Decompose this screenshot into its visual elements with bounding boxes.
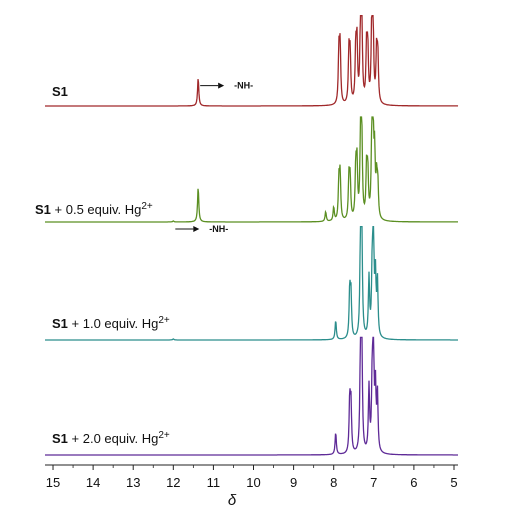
series-label-3: S1 + 1.0 equiv. Hg2+ <box>52 315 170 331</box>
x-tick-label-6: 6 <box>410 475 417 490</box>
nh-annotation-1: -NH- <box>234 81 253 91</box>
x-tick-label-11: 11 <box>207 475 221 490</box>
series-labels-group: S1 -NH- S1 + 0.5 equiv. Hg2+ -NH- S1 + 1.0 e… <box>35 81 253 446</box>
nh-annotation-2: -NH- <box>209 224 228 234</box>
x-axis: 15 14 13 12 11 10 9 8 7 6 5 <box>45 464 458 490</box>
x-tick-label-13: 13 <box>126 475 140 490</box>
x-tick-label-12: 12 <box>166 475 180 490</box>
spectrum-line-3 <box>45 225 458 341</box>
series-label-2: S1 + 0.5 equiv. Hg2+ <box>35 201 153 217</box>
x-tick-label-10: 10 <box>246 475 260 490</box>
x-axis-title: δ <box>228 492 237 509</box>
x-tick-label-8: 8 <box>330 475 337 490</box>
x-tick-label-7: 7 <box>370 475 377 490</box>
nh-arrow-head-2 <box>193 226 200 232</box>
series-label-4: S1 + 2.0 equiv. Hg2+ <box>52 430 170 446</box>
series-label-1: S1 <box>52 84 68 99</box>
spectrum-line-4 <box>45 336 458 456</box>
x-tick-label-5: 5 <box>450 475 457 490</box>
x-tick-label-14: 14 <box>86 475 100 490</box>
x-tick-label-9: 9 <box>290 475 297 490</box>
spectrum-line-2 <box>45 116 458 223</box>
x-tick-label-15: 15 <box>46 475 60 490</box>
spectra-group <box>45 15 459 456</box>
nh-arrow-head-1 <box>218 82 225 89</box>
spectrum-line-1 <box>45 15 459 107</box>
